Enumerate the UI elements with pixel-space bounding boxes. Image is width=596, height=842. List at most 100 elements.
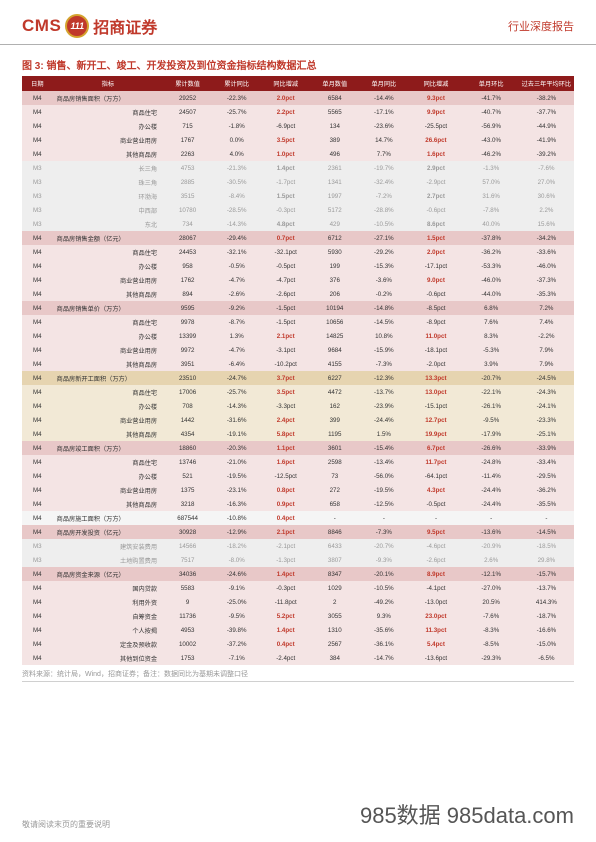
table-cell: -	[464, 511, 519, 525]
table-cell: -29.3%	[464, 651, 519, 665]
table-cell: -23.3%	[519, 413, 574, 427]
table-cell: 6712	[310, 231, 359, 245]
table-cell: -1.8%	[212, 119, 261, 133]
table-cell: M4	[22, 413, 53, 427]
table-cell: -6.5%	[519, 651, 574, 665]
table-header-cell: 累计数值	[163, 76, 212, 91]
table-header-cell: 同比增减	[408, 76, 463, 91]
table-cell: 4155	[310, 357, 359, 371]
table-row: M4商品房销售金额（亿元）28067-29.4%0.7pct6712-27.1%…	[22, 231, 574, 245]
table-row: M4商品房销售单价（万方）9595-9.2%-1.5pct10194-14.8%…	[22, 301, 574, 315]
table-cell: 414.3%	[519, 595, 574, 609]
table-cell: -25.0%	[212, 595, 261, 609]
table-header-cell: 累计同比	[212, 76, 261, 91]
table-cell: -26.1%	[464, 399, 519, 413]
table-cell: 10194	[310, 301, 359, 315]
table-cell: 1.4pct	[261, 567, 310, 581]
table-cell: -32.4%	[359, 175, 408, 189]
table-cell: 其他到位资金	[53, 651, 163, 665]
table-cell: 建筑安装费用	[53, 539, 163, 553]
table-cell: -28.5%	[212, 203, 261, 217]
table-cell: -37.8%	[464, 231, 519, 245]
table-cell: M4	[22, 301, 53, 315]
table-cell: 自筹资金	[53, 609, 163, 623]
table-cell: -39.8%	[212, 623, 261, 637]
table-cell: -8.9pct	[408, 315, 463, 329]
table-cell: 2361	[310, 161, 359, 175]
table-cell: -24.3%	[519, 385, 574, 399]
table-row: M4商品房施工面积（万方）687544-10.8%0.4pct-----	[22, 511, 574, 525]
table-cell: -7.1%	[212, 651, 261, 665]
table-cell: 0.4pct	[261, 511, 310, 525]
table-cell: -2.6pct	[261, 287, 310, 301]
table-row: M4商品住宅24507-25.7%2.2pct5565-17.1%9.9pct-…	[22, 105, 574, 119]
table-cell: -29.5%	[519, 469, 574, 483]
table-row: M4其他商品房3218-16.3%0.9pct658-12.5%-0.5pct-…	[22, 497, 574, 511]
table-cell: 7.9%	[519, 343, 574, 357]
table-cell: 商品住宅	[53, 315, 163, 329]
page-header: CMS 111 招商证券 行业深度报告	[0, 0, 596, 45]
table-cell: -1.3%	[464, 161, 519, 175]
table-cell: 环渤海	[53, 189, 163, 203]
table-cell: 4753	[163, 161, 212, 175]
table-cell: 734	[163, 217, 212, 231]
table-cell: M4	[22, 595, 53, 609]
table-cell: 30928	[163, 525, 212, 539]
table-cell: -13.6%	[464, 525, 519, 539]
table-cell: 办公楼	[53, 119, 163, 133]
table-cell: -8.5%	[464, 637, 519, 651]
table-cell: M4	[22, 525, 53, 539]
table-cell: -20.1%	[359, 567, 408, 581]
table-cell: -15.4%	[359, 441, 408, 455]
table-header-cell: 指标	[53, 76, 163, 91]
table-cell: -27.1%	[359, 231, 408, 245]
table-cell: 其他商品房	[53, 147, 163, 161]
table-cell: 17006	[163, 385, 212, 399]
table-cell: -7.3%	[359, 525, 408, 539]
table-cell: 34036	[163, 567, 212, 581]
table-cell: 2.6%	[464, 553, 519, 567]
table-cell: M4	[22, 441, 53, 455]
table-cell: 6584	[310, 91, 359, 105]
table-cell: 2.1pct	[261, 525, 310, 539]
table-cell: -	[310, 511, 359, 525]
table-cell: -9.2%	[212, 301, 261, 315]
table-cell: 26.6pct	[408, 133, 463, 147]
table-cell: 29.8%	[519, 553, 574, 567]
table-cell: -36.1%	[359, 637, 408, 651]
table-cell: 商业营业用房	[53, 133, 163, 147]
table-cell: 30.6%	[519, 189, 574, 203]
table-cell: 1753	[163, 651, 212, 665]
table-cell: -11.4%	[464, 469, 519, 483]
table-cell: -44.9%	[519, 119, 574, 133]
table-cell: -35.3%	[519, 287, 574, 301]
table-cell: 1767	[163, 133, 212, 147]
table-cell: -15.0%	[519, 637, 574, 651]
table-cell: 31.6%	[464, 189, 519, 203]
table-cell: 23.0pct	[408, 609, 463, 623]
table-cell: -16.6%	[519, 623, 574, 637]
table-cell: M4	[22, 357, 53, 371]
table-cell: 15.6%	[519, 217, 574, 231]
table-cell: 2.9pct	[408, 161, 463, 175]
table-cell: M3	[22, 203, 53, 217]
table-cell: 办公楼	[53, 399, 163, 413]
table-cell: M4	[22, 259, 53, 273]
table-header-cell: 单月环比	[464, 76, 519, 91]
table-cell: M4	[22, 623, 53, 637]
table-cell: -35.6%	[359, 623, 408, 637]
table-cell: 8.6pct	[408, 217, 463, 231]
table-cell: 8846	[310, 525, 359, 539]
table-cell: -18.1pct	[408, 343, 463, 357]
table-cell: -1.7pct	[261, 175, 310, 189]
table-cell: 3951	[163, 357, 212, 371]
table-cell: -5.3%	[464, 343, 519, 357]
table-cell: -46.0%	[464, 273, 519, 287]
table-cell: -34.2%	[519, 231, 574, 245]
table-cell: 2.7pct	[408, 189, 463, 203]
table-header-cell: 单月数值	[310, 76, 359, 91]
table-cell: M3	[22, 175, 53, 189]
table-cell: -9.1%	[212, 581, 261, 595]
table-row: M4商业营业用房1442-31.6%2.4pct399-24.4%12.7pct…	[22, 413, 574, 427]
table-cell: 2263	[163, 147, 212, 161]
